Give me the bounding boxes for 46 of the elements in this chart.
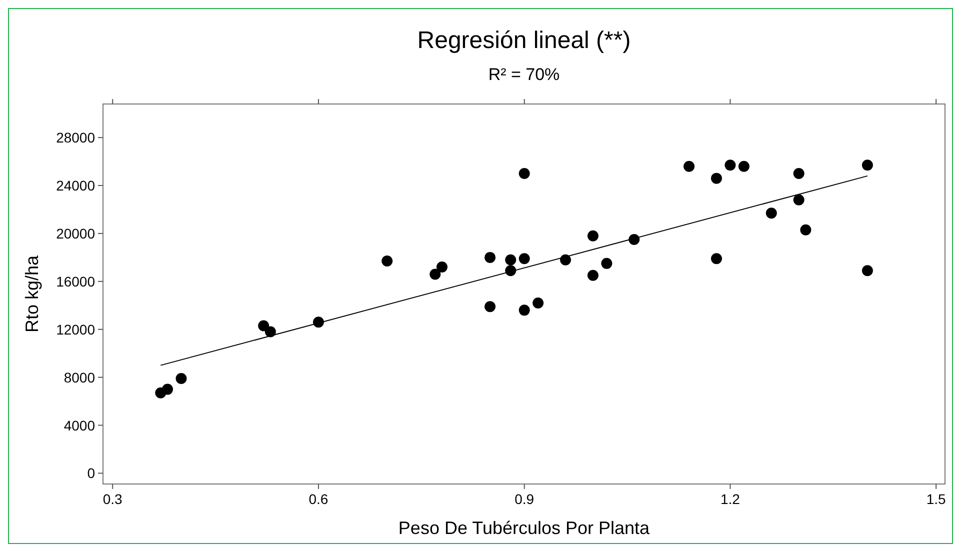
point xyxy=(684,160,695,172)
point xyxy=(484,252,496,263)
point xyxy=(601,258,612,269)
point xyxy=(505,254,516,266)
point xyxy=(738,160,750,172)
point xyxy=(176,373,187,384)
point xyxy=(518,304,530,316)
point xyxy=(862,160,873,171)
point xyxy=(430,268,441,280)
point xyxy=(382,256,393,267)
point xyxy=(560,254,572,266)
x-tick-label: 1.5 xyxy=(926,491,946,507)
point xyxy=(710,253,722,264)
point xyxy=(587,270,598,281)
point xyxy=(484,301,496,312)
point xyxy=(162,384,174,395)
y-tick-label: 16000 xyxy=(56,273,96,290)
point xyxy=(766,208,777,219)
x-tick-label: 1.2 xyxy=(720,491,740,507)
point xyxy=(258,320,270,332)
y-tick-label: 4000 xyxy=(64,417,96,434)
point xyxy=(800,224,812,236)
point xyxy=(587,230,598,242)
y-tick-label: 0 xyxy=(87,465,96,482)
x-tick-label: 0.9 xyxy=(514,491,534,507)
point xyxy=(518,253,530,264)
y-tick-label: 20000 xyxy=(56,225,96,242)
point xyxy=(862,265,873,276)
y-tick-label: 8000 xyxy=(64,369,96,386)
point xyxy=(710,172,722,184)
point xyxy=(436,262,448,273)
y-axis-title: Rto kg/ha xyxy=(22,254,42,333)
chart-subtitle: R² = 70% xyxy=(488,65,560,84)
y-tick-label: 28000 xyxy=(56,130,96,146)
point xyxy=(793,194,804,206)
point xyxy=(724,160,736,171)
point xyxy=(532,297,544,308)
x-axis-title: Peso De Tubérculos Por Planta xyxy=(398,518,651,538)
chart-title: Regresión lineal (**) xyxy=(417,27,631,54)
point xyxy=(793,168,804,180)
point xyxy=(518,168,530,180)
y-tick-label: 12000 xyxy=(56,321,96,338)
point xyxy=(264,326,276,338)
x-tick-label: 0.6 xyxy=(308,491,328,507)
y-tick-label: 24000 xyxy=(56,178,96,194)
x-tick-label: 0.3 xyxy=(102,491,123,507)
